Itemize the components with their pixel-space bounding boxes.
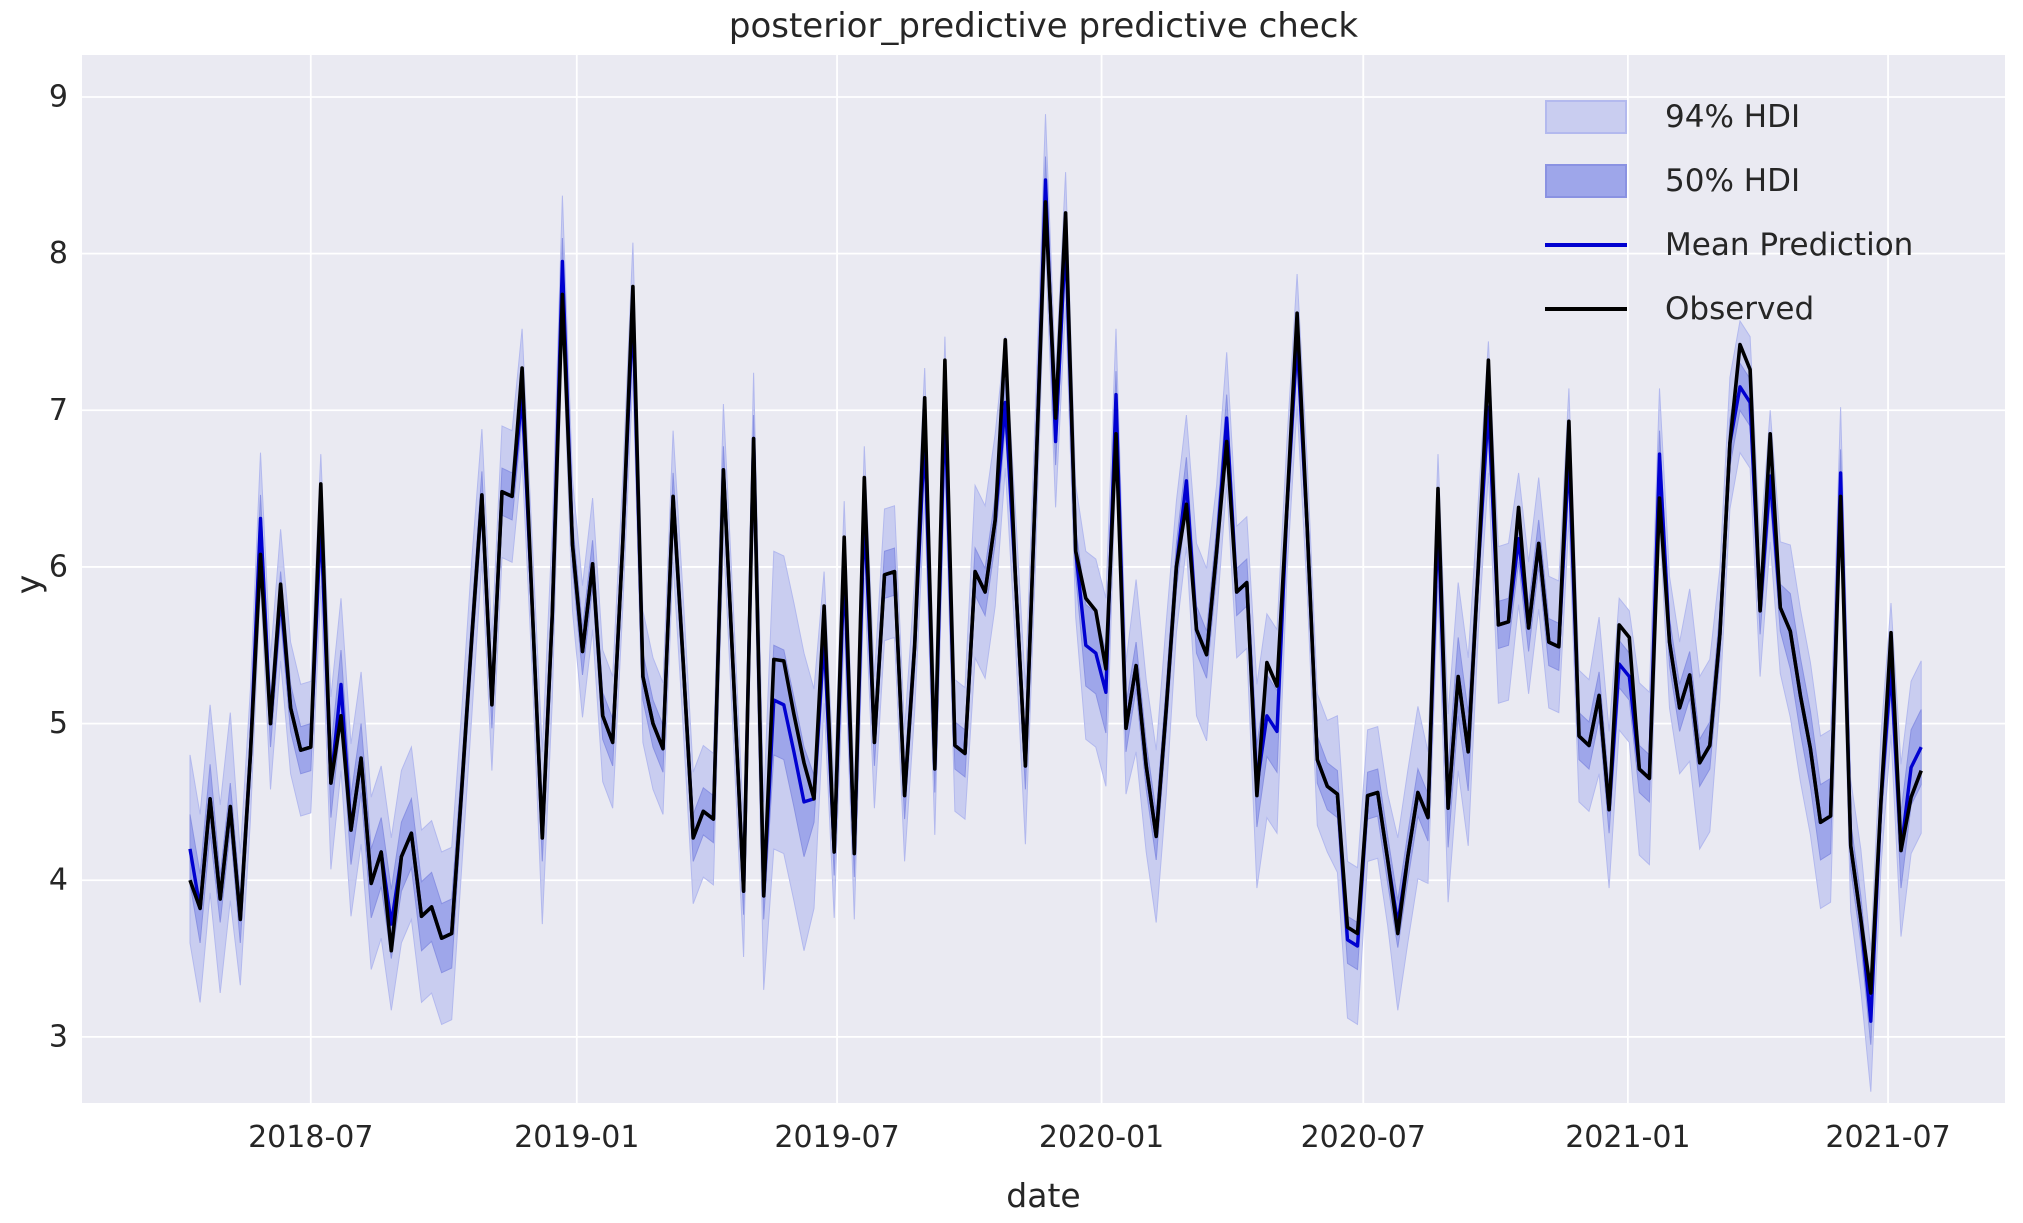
chart-title: posterior_predictive predictive check xyxy=(728,6,1359,46)
y-tick-label: 5 xyxy=(49,706,68,741)
legend-label: Mean Prediction xyxy=(1665,227,1914,263)
y-tick-label: 6 xyxy=(49,549,68,584)
legend-label: 50% HDI xyxy=(1665,163,1801,199)
legend-item-50-hdi: 50% HDI xyxy=(1545,156,1913,206)
observed-line xyxy=(188,200,1923,995)
x-tick-label: 2021-07 xyxy=(1825,1120,1950,1155)
legend-label: 94% HDI xyxy=(1665,99,1801,135)
legend: 94% HDI 50% HDI Mean Prediction Observed xyxy=(1545,92,1913,334)
x-tick-label: 2021-01 xyxy=(1565,1120,1690,1155)
legend-swatch-94-hdi xyxy=(1545,100,1627,134)
legend-label: Observed xyxy=(1665,291,1815,327)
y-tick-label: 3 xyxy=(49,1019,68,1054)
legend-line-mean-prediction xyxy=(1545,243,1627,247)
x-axis-label: date xyxy=(1006,1176,1081,1215)
y-tick-label: 4 xyxy=(49,863,68,898)
x-tick-label: 2019-01 xyxy=(514,1120,639,1155)
legend-swatch-50-hdi xyxy=(1545,164,1627,198)
x-tick-label: 2019-07 xyxy=(774,1120,899,1155)
legend-line-observed xyxy=(1545,307,1627,311)
legend-item-observed: Observed xyxy=(1545,284,1913,334)
x-tick-label: 2018-07 xyxy=(248,1120,373,1155)
y-axis-label: y xyxy=(8,574,48,595)
x-tick-label: 2020-01 xyxy=(1039,1120,1164,1155)
y-tick-label: 7 xyxy=(49,393,68,428)
y-tick-label: 9 xyxy=(49,79,68,114)
legend-item-94-hdi: 94% HDI xyxy=(1545,92,1913,142)
legend-item-mean-prediction: Mean Prediction xyxy=(1545,220,1913,270)
x-tick-label: 2020-07 xyxy=(1301,1120,1426,1155)
y-tick-label: 8 xyxy=(49,236,68,271)
